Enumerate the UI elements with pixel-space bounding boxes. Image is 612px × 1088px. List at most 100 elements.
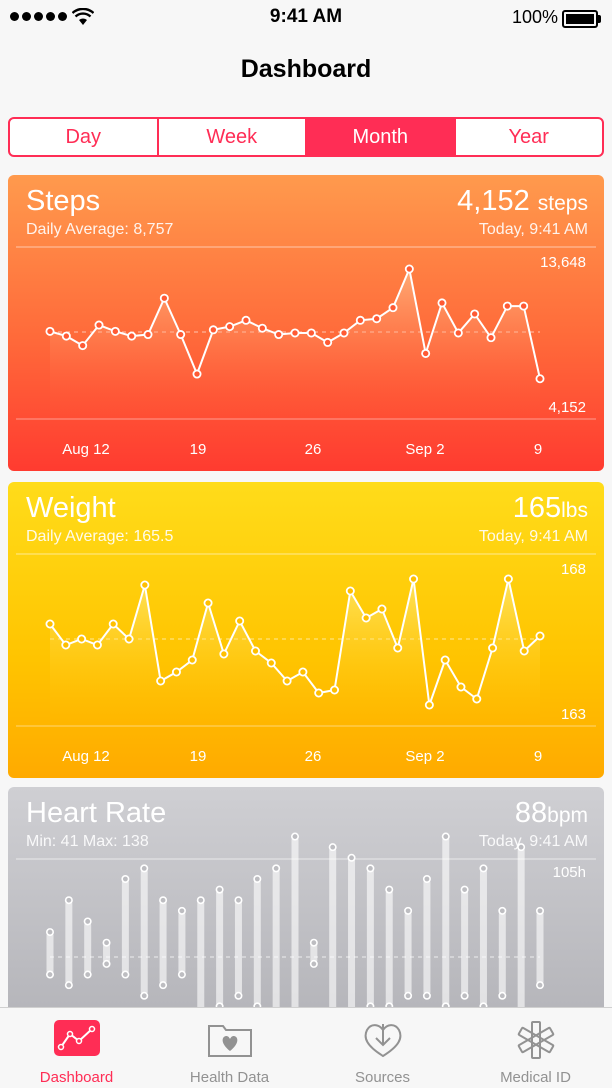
segment-week[interactable]: Week xyxy=(156,119,306,155)
y-min-label: 4,152 xyxy=(548,399,586,416)
tab-health-data[interactable]: Health Data xyxy=(153,1008,306,1088)
data-point xyxy=(45,326,55,336)
data-point xyxy=(159,293,169,303)
weight-title: Weight xyxy=(26,492,116,524)
steps-title: Steps xyxy=(26,185,101,217)
range-bar xyxy=(121,879,129,975)
tab-medical-id-label: Medical ID xyxy=(500,1069,571,1086)
battery-percentage: 100% xyxy=(511,7,558,27)
range-bar xyxy=(253,879,261,1007)
data-point xyxy=(225,322,235,332)
data-point xyxy=(472,694,482,704)
heart-rate-number: 88 xyxy=(514,797,548,829)
wifi-icon xyxy=(72,8,94,25)
range-min-point xyxy=(234,991,243,1000)
range-bar xyxy=(329,847,337,1017)
range-min-point xyxy=(498,991,507,1000)
heart-rate-title: Heart Rate xyxy=(26,797,167,829)
sources-icon xyxy=(364,1024,401,1058)
data-point xyxy=(488,643,498,653)
range-max-point xyxy=(196,896,205,905)
x-tick-label: 26 xyxy=(305,441,322,458)
range-min-point xyxy=(159,981,168,990)
heart-rate-value: 88bpm xyxy=(515,797,588,830)
range-bar xyxy=(366,868,374,1007)
range-max-point xyxy=(347,853,356,862)
y-max-label: 168 xyxy=(561,561,586,578)
data-point xyxy=(171,667,181,677)
range-bar xyxy=(423,879,431,996)
tab-health-data-label: Health Data xyxy=(189,1069,270,1086)
range-bar xyxy=(348,857,356,1017)
time-range-segmented-control: Day Week Month Year xyxy=(8,117,604,157)
data-point xyxy=(266,658,276,668)
segment-month[interactable]: Month xyxy=(305,119,454,155)
range-min-point xyxy=(177,970,186,979)
data-point xyxy=(470,309,480,319)
data-point xyxy=(250,646,260,656)
data-point xyxy=(257,323,267,333)
tab-dashboard[interactable]: Dashboard xyxy=(0,1008,153,1088)
x-tick-label: 26 xyxy=(305,748,322,765)
tab-medical-id[interactable]: Medical ID xyxy=(459,1008,612,1088)
data-point xyxy=(290,328,300,338)
data-point xyxy=(176,330,186,340)
data-point xyxy=(323,337,333,347)
range-max-point xyxy=(64,896,73,905)
range-bar xyxy=(46,932,54,975)
steps-card[interactable]: Steps 4,152 steps Daily Average: 8,757 T… xyxy=(8,175,604,471)
data-point xyxy=(241,315,251,325)
data-point xyxy=(345,586,355,596)
data-point xyxy=(219,649,229,659)
steps-value: 4,152 steps xyxy=(457,185,588,218)
data-point xyxy=(372,314,382,324)
range-max-point xyxy=(215,885,224,894)
steps-unit: steps xyxy=(537,192,588,215)
range-max-point xyxy=(498,906,507,915)
range-max-point xyxy=(479,864,488,873)
data-point xyxy=(393,643,403,653)
range-min-point xyxy=(309,959,318,968)
heart-rate-card[interactable]: Heart Rate 88bpm Min: 41 Max: 138 Today,… xyxy=(8,787,604,1017)
range-max-point xyxy=(366,864,375,873)
tab-dashboard-label: Dashboard xyxy=(39,1069,114,1086)
range-min-point xyxy=(404,991,413,1000)
range-bar xyxy=(536,910,544,986)
x-tick-label: Sep 2 xyxy=(405,441,444,458)
data-point xyxy=(330,685,340,695)
segment-day[interactable]: Day xyxy=(65,125,102,148)
range-min-point xyxy=(102,959,111,968)
range-min-point xyxy=(45,970,54,979)
range-bar xyxy=(197,900,205,1017)
segment-year[interactable]: Year xyxy=(453,119,603,155)
steps-timestamp: Today, 9:41 AM xyxy=(478,221,588,238)
data-point xyxy=(45,619,55,629)
range-max-point xyxy=(290,832,299,841)
data-point xyxy=(519,301,529,311)
weight-chart: 168 163 Aug 12 19 26 Sep 2 9 xyxy=(16,553,596,765)
page-title: Dashboard xyxy=(240,55,372,83)
data-point xyxy=(437,298,447,308)
x-tick-label: Sep 2 xyxy=(405,748,444,765)
heart-rate-timestamp: Today, 9:41 AM xyxy=(478,833,588,850)
x-tick-label: Aug 12 xyxy=(62,441,110,458)
heart-rate-min-max: Min: 41 Max: 138 xyxy=(26,833,149,850)
range-bar xyxy=(103,942,111,964)
data-point xyxy=(282,676,292,686)
data-point xyxy=(108,619,118,629)
tab-sources[interactable]: Sources xyxy=(306,1008,459,1088)
range-max-point xyxy=(140,864,149,873)
tab-sources-label: Sources xyxy=(354,1069,411,1086)
weight-card[interactable]: Weight 165lbs Daily Average: 165.5 Today… xyxy=(8,482,604,778)
range-bar xyxy=(461,889,469,996)
data-point xyxy=(124,634,134,644)
y-max-label: 105h xyxy=(553,864,586,881)
x-tick-label: 9 xyxy=(534,748,542,765)
range-max-point xyxy=(309,938,318,947)
data-point xyxy=(424,700,434,710)
status-bar: 9:41 AM 100% xyxy=(0,0,612,36)
range-max-point xyxy=(45,928,54,937)
weight-value: 165lbs xyxy=(513,492,588,525)
data-point xyxy=(61,640,71,650)
data-point xyxy=(187,655,197,665)
